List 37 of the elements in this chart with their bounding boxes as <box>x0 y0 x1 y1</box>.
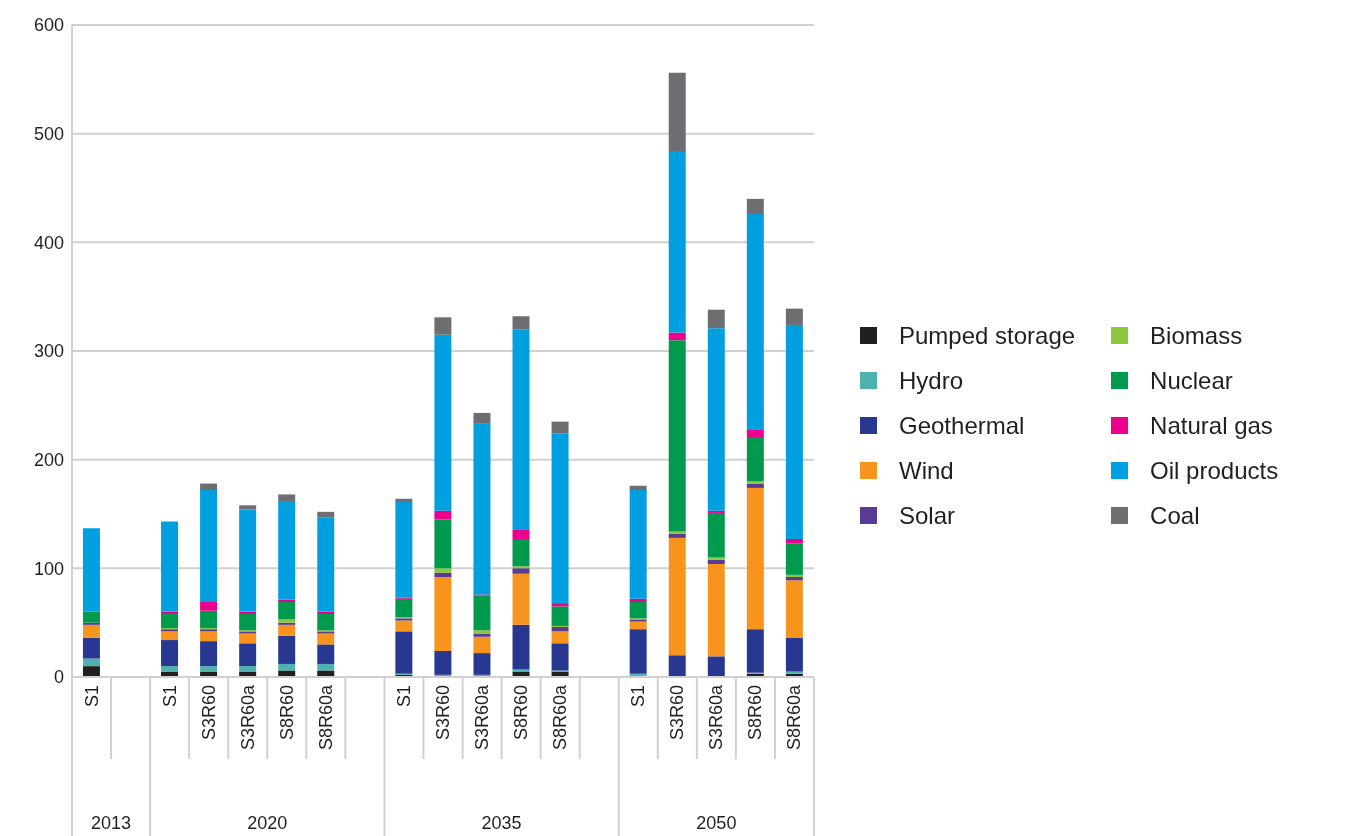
legend-label: Nuclear <box>1150 366 1233 395</box>
y-tick-label: 200 <box>33 450 64 471</box>
x-tick-label: S3R60 <box>667 685 688 741</box>
y-tick-label: 0 <box>53 667 64 688</box>
text: 2020 <box>247 813 288 833</box>
y-tick-label: 100 <box>33 558 64 579</box>
y-tick-label: 600 <box>33 15 64 36</box>
x-tick-label: S8R60 <box>276 685 297 741</box>
y-tick-label: 400 <box>33 232 64 253</box>
x-tick-label: S1 <box>159 685 180 708</box>
legend-label: Natural gas <box>1150 411 1273 440</box>
legend-label: Geothermal <box>899 411 1025 440</box>
y-tick-label: 500 <box>33 124 64 145</box>
legend-label: Wind <box>899 456 954 485</box>
x-tick-label: S1 <box>81 685 102 708</box>
legend-label: Pumped storage <box>899 321 1076 350</box>
x-tick-label: S3R60 <box>433 685 453 741</box>
x-tick-label: S1 <box>628 685 649 708</box>
x-tick-label: S3R60a <box>706 684 727 751</box>
text: 2035 <box>481 813 522 833</box>
legend-label: Oil products <box>1150 456 1279 485</box>
x-tick-label: S8R60a <box>315 684 336 751</box>
x-tick-label: S8R60a <box>784 684 805 751</box>
legend-label: Coal <box>1150 501 1200 530</box>
legend-label: Biomass <box>1150 321 1243 350</box>
x-tick-label: S8R60a <box>550 684 571 751</box>
legend-label: Solar <box>899 501 956 530</box>
x-tick-label: S8R60 <box>511 685 532 741</box>
x-tick-label: S3R60a <box>472 684 493 751</box>
legend-label: Hydro <box>899 366 964 395</box>
x-tick-label: S8R60 <box>745 685 766 741</box>
y-tick-label: 300 <box>33 341 64 362</box>
x-tick-label: S1 <box>393 685 414 708</box>
text: 2050 <box>696 813 737 833</box>
text: 2013 <box>91 813 132 833</box>
x-tick-label: S3R60a <box>237 684 258 751</box>
x-tick-label: S3R60 <box>198 685 219 741</box>
